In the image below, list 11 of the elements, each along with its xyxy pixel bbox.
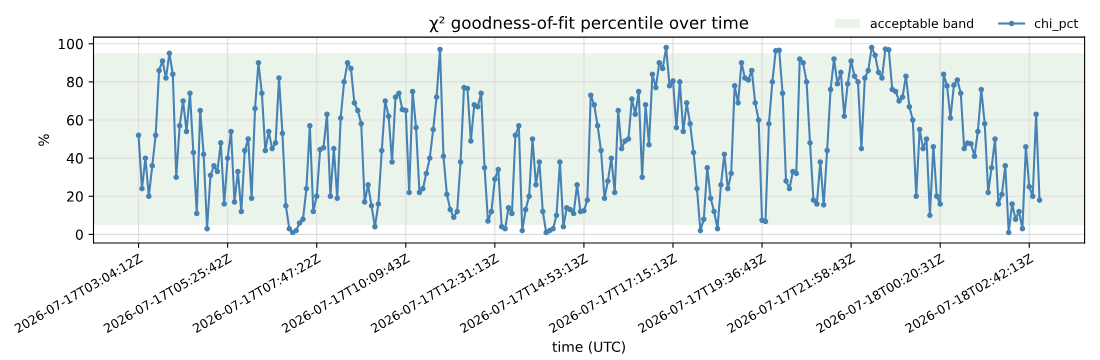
chart-title: χ² goodness-of-fit percentile over time bbox=[429, 16, 749, 33]
x-axis-title: time (UTC) bbox=[552, 341, 625, 354]
legend-label: acceptable band bbox=[870, 18, 973, 31]
y-tick-label: 0 bbox=[75, 229, 83, 240]
y-tick-label: 20 bbox=[67, 191, 83, 202]
legend-label: chi_pct bbox=[1034, 18, 1079, 31]
y-axis-title: % bbox=[38, 134, 50, 146]
y-tick-label: 100 bbox=[58, 38, 83, 50]
y-tick-label: 40 bbox=[66, 153, 83, 164]
y-tick-label: 60 bbox=[67, 114, 83, 126]
y-tick-label: 80 bbox=[67, 76, 83, 88]
